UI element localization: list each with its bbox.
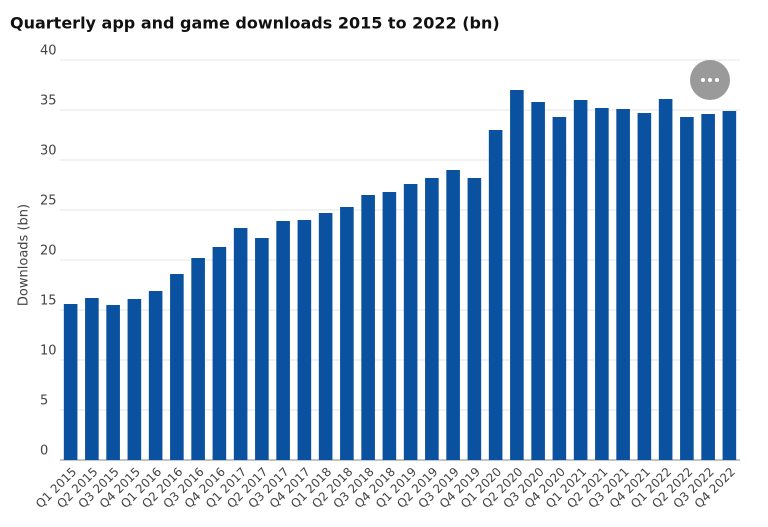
bar bbox=[488, 130, 503, 460]
bar bbox=[595, 108, 609, 460]
bar bbox=[680, 117, 694, 460]
bar bbox=[701, 114, 715, 460]
bar bbox=[191, 258, 205, 460]
y-tick-label: 25 bbox=[40, 194, 57, 209]
bar bbox=[637, 113, 652, 460]
bar bbox=[340, 207, 354, 460]
bar bbox=[255, 238, 269, 460]
y-tick-label: 35 bbox=[40, 94, 57, 109]
bar bbox=[361, 195, 375, 460]
bar bbox=[127, 299, 142, 460]
bar bbox=[382, 192, 397, 460]
bar bbox=[233, 228, 248, 460]
bar bbox=[297, 220, 312, 460]
bar bbox=[573, 100, 588, 460]
menu-button[interactable] bbox=[690, 60, 730, 100]
y-tick-label: 20 bbox=[40, 244, 57, 259]
chart-title: Quarterly app and game downloads 2015 to… bbox=[10, 14, 500, 33]
y-tick-label: 5 bbox=[40, 394, 48, 409]
bar bbox=[552, 117, 567, 460]
bar bbox=[722, 111, 737, 460]
y-tick-label: 10 bbox=[40, 344, 57, 359]
y-tick-label: 15 bbox=[40, 294, 57, 309]
bar bbox=[510, 90, 524, 460]
bar bbox=[276, 221, 290, 460]
y-tick-label: 30 bbox=[40, 144, 57, 159]
y-tick-label: 40 bbox=[40, 44, 57, 59]
bar bbox=[616, 109, 630, 460]
menu-dot bbox=[715, 78, 719, 82]
bar bbox=[170, 274, 184, 460]
menu-dot bbox=[708, 78, 712, 82]
bar bbox=[446, 170, 460, 460]
bar bbox=[63, 304, 78, 460]
bar bbox=[318, 213, 333, 460]
y-axis-label: Downloads (bn) bbox=[17, 204, 32, 306]
menu-dot bbox=[701, 78, 705, 82]
bar bbox=[403, 184, 418, 460]
bar bbox=[425, 178, 439, 460]
bar bbox=[148, 291, 163, 460]
bar bbox=[467, 178, 482, 460]
bar bbox=[85, 298, 99, 460]
bar bbox=[106, 305, 120, 460]
bar bbox=[212, 247, 227, 460]
bar bbox=[531, 102, 545, 460]
bar bbox=[658, 99, 673, 460]
y-tick-label: 0 bbox=[40, 444, 48, 459]
